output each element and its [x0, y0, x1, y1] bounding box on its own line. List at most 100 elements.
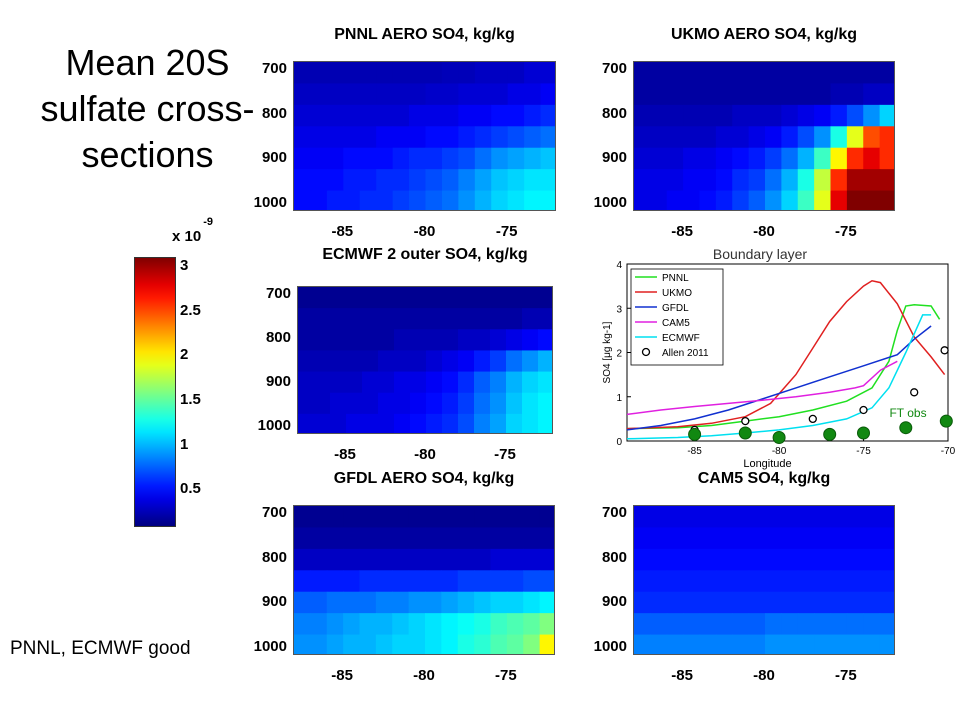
heatmap-cell — [457, 591, 475, 614]
heatmap-cell — [392, 147, 410, 170]
heatmap-cell — [879, 104, 894, 127]
colorbar-tick-label: 3 — [180, 256, 189, 274]
heatmap-cell — [458, 104, 476, 127]
heatmap-cell — [326, 83, 344, 106]
heatmap-cell — [362, 287, 379, 309]
heatmap-cell — [765, 83, 782, 106]
heatmap-cell — [781, 591, 799, 614]
heatmap-cell — [378, 287, 395, 309]
heatmap-cell — [715, 104, 733, 127]
heatmap-x-tick: -75 — [835, 667, 857, 684]
heatmap-cell — [683, 169, 701, 192]
heatmap-cell — [879, 613, 894, 636]
legend-marker — [641, 347, 651, 357]
heatmap-cell — [326, 126, 344, 149]
heatmap-cell — [457, 570, 475, 593]
heatmap-cell — [392, 83, 410, 106]
heatmap-cell — [359, 126, 377, 149]
heatmap-cell — [507, 190, 525, 210]
heatmap-cell — [326, 147, 344, 170]
heatmap-cell — [634, 591, 651, 614]
heatmap-cell — [294, 147, 312, 170]
heatmap-cell — [409, 83, 427, 106]
colorbar-exponent: x 10-9 — [172, 216, 213, 245]
heatmap-cell — [879, 190, 894, 210]
heatmap-cell — [294, 570, 311, 593]
heatmap-cell — [666, 570, 684, 593]
heatmap-cell — [310, 527, 328, 550]
heatmap-cell — [650, 570, 668, 593]
heatmap-cell — [797, 527, 815, 550]
heatmap-cell — [748, 126, 766, 149]
heatmap-cell — [343, 104, 361, 127]
heatmap-cell — [294, 591, 311, 614]
heatmap-cell — [441, 104, 459, 127]
heatmap-cell — [375, 613, 393, 636]
heatmap-cell — [326, 527, 344, 550]
heatmap-cell — [343, 591, 361, 614]
heatmap-cell — [310, 548, 328, 571]
heatmap-cell — [863, 570, 881, 593]
heatmap-cell — [442, 413, 459, 433]
heatmap-cell — [540, 169, 555, 192]
heatmap-y-tick: 900 — [601, 593, 627, 611]
heatmap-cell — [830, 570, 848, 593]
heatmap-gfdl — [293, 505, 555, 655]
heatmap-cell — [781, 169, 799, 192]
heatmap-cell — [506, 527, 524, 550]
heatmap-cell — [346, 371, 363, 394]
heatmap-cell — [666, 104, 684, 127]
heatmap-cell — [425, 548, 442, 571]
heatmap-cell — [879, 634, 894, 654]
heatmap-cell — [781, 147, 799, 170]
heatmap-cell — [846, 83, 864, 106]
heatmap-cell — [699, 613, 717, 636]
heatmap-cell — [392, 506, 410, 529]
heatmap-cell — [392, 62, 410, 85]
heatmap-cell — [506, 413, 523, 433]
heatmap-x-tick: -85 — [331, 223, 354, 240]
heatmap-cell — [294, 104, 312, 127]
heatmap-cell — [474, 527, 492, 550]
series-point-ft-obs — [939, 414, 953, 428]
heatmap-cell — [732, 169, 750, 192]
heatmap-cell — [506, 591, 524, 614]
heatmap-cam5 — [633, 505, 895, 655]
heatmap-cell — [814, 62, 832, 85]
heatmap-cell — [314, 329, 331, 352]
heatmap-cell — [748, 570, 766, 593]
heatmap-cell — [538, 350, 552, 373]
page-title: Mean 20S sulfate cross- sections — [40, 42, 255, 175]
heatmap-cell — [378, 392, 395, 415]
heatmap-cell — [699, 570, 717, 593]
heatmap-cell — [830, 506, 848, 529]
heatmap-cell — [392, 634, 410, 654]
heatmap-cell — [298, 371, 315, 394]
heatmap-cell — [797, 62, 815, 85]
heatmap-cell — [425, 506, 442, 529]
heatmap-title-ukmo: UKMO AERO SO4, kg/kg — [670, 26, 858, 43]
heatmap-cell — [441, 548, 459, 571]
heatmap-cell — [634, 104, 651, 127]
colorbar — [134, 257, 176, 527]
heatmap-cell — [392, 527, 410, 550]
heatmap-y-tick: 800 — [601, 548, 627, 566]
heatmap-cell — [314, 413, 331, 433]
heatmap-cell — [343, 527, 361, 550]
heatmap-cell — [359, 83, 377, 106]
heatmap-cell — [392, 548, 410, 571]
heatmap-cell — [524, 169, 542, 192]
heatmap-cell — [699, 506, 717, 529]
heatmap-x-tick: -75 — [495, 223, 518, 240]
heatmap-cell — [797, 126, 815, 149]
heatmap-cell — [408, 634, 426, 654]
heatmap-cell — [506, 570, 524, 593]
heatmap-cell — [879, 126, 894, 149]
heatmap-cell — [539, 591, 554, 614]
heatmap-cell — [781, 506, 799, 529]
heatmap-cell — [715, 169, 733, 192]
heatmap-cell — [490, 613, 508, 636]
heatmap-cell — [765, 506, 782, 529]
legend-entry: Allen 2011 — [662, 348, 709, 359]
heatmap-cell — [846, 613, 864, 636]
